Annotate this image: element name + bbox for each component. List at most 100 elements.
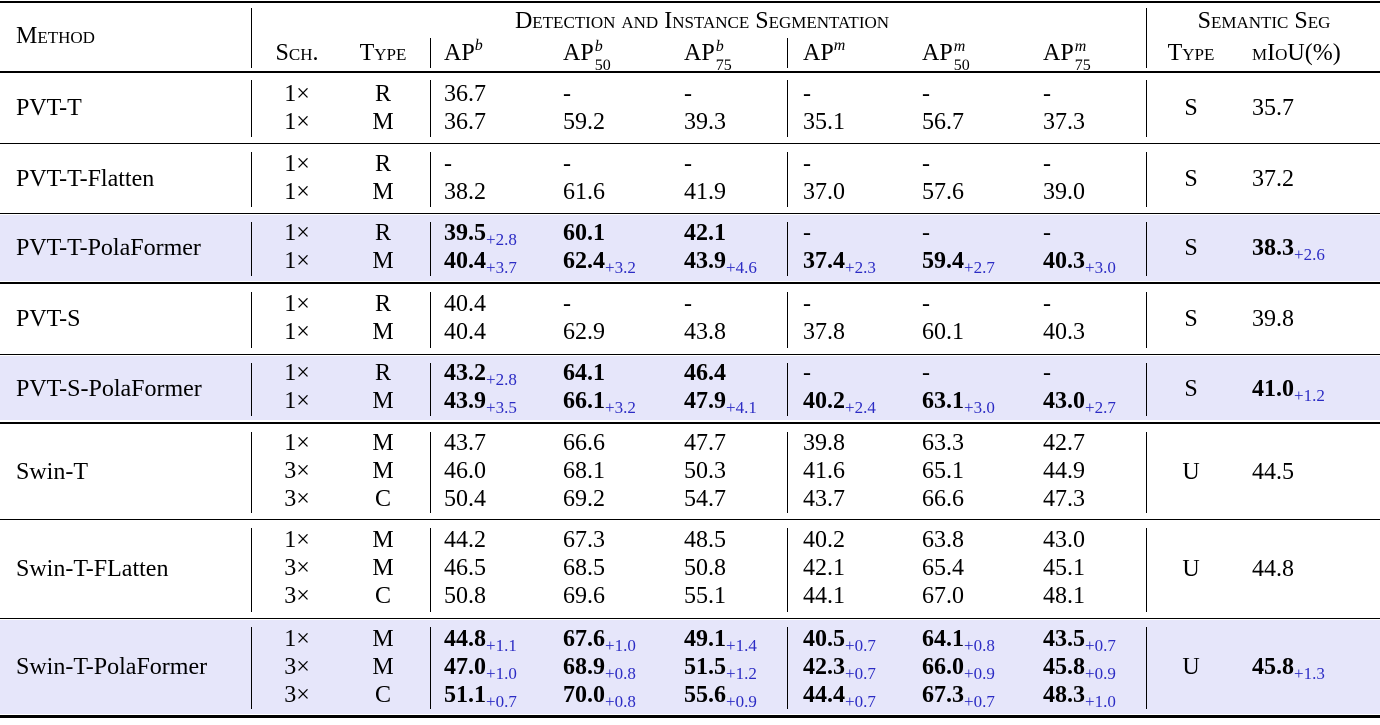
method-name: PVT-S bbox=[16, 306, 81, 332]
value-number: - bbox=[803, 291, 811, 317]
value-cell: 42.3+0.7 bbox=[803, 653, 876, 683]
value-cell: 65.1 bbox=[922, 457, 964, 485]
value-cell: 43.0 bbox=[1043, 526, 1085, 554]
schedule-cell: 1× bbox=[284, 360, 310, 386]
value-delta: +0.9 bbox=[964, 664, 995, 683]
value-number: 44.4 bbox=[803, 682, 845, 708]
value-cell: 46.4 bbox=[684, 359, 726, 387]
column-separator bbox=[1146, 292, 1147, 348]
schedule-cell: 3× bbox=[284, 486, 310, 512]
header-method: Method bbox=[16, 23, 95, 49]
value-delta: +1.4 bbox=[726, 636, 757, 655]
schedule-cell: 3× bbox=[284, 555, 310, 581]
sem-type-cell: S bbox=[1184, 235, 1198, 261]
value-number: 54.7 bbox=[684, 486, 726, 512]
value-number: 60.1 bbox=[563, 220, 605, 246]
value-delta: +3.2 bbox=[605, 258, 636, 277]
miou-cell: 37.2 bbox=[1252, 165, 1294, 193]
sem-type-cell: S bbox=[1184, 375, 1198, 402]
value-delta: +0.7 bbox=[964, 692, 995, 711]
column-separator bbox=[251, 627, 252, 709]
value-cell: 37.3 bbox=[1043, 108, 1085, 136]
value-number: - bbox=[922, 151, 930, 177]
value-cell: 64.1 bbox=[563, 359, 605, 387]
value-number: 43.8 bbox=[684, 319, 726, 345]
type-cell: M bbox=[372, 388, 394, 414]
row-rule bbox=[0, 354, 1380, 355]
value-number: 40.4 bbox=[444, 319, 486, 345]
value-number: 66.1 bbox=[563, 388, 605, 414]
miou-cell: 38.3+2.6 bbox=[1252, 234, 1325, 264]
header-ap-b-50: AP b 50 bbox=[563, 38, 611, 74]
type-cell: R bbox=[374, 220, 391, 246]
type-cell: M bbox=[372, 109, 394, 135]
schedule-cell: 1× bbox=[284, 319, 310, 345]
value-number: 55.6 bbox=[684, 682, 726, 708]
value-delta: +2.3 bbox=[845, 258, 876, 277]
value-cell: 38.2 bbox=[444, 178, 486, 206]
header-semantic-group: Semantic Seg bbox=[1197, 8, 1331, 34]
value-number: - bbox=[803, 360, 811, 386]
value-cell: 67.6+1.0 bbox=[563, 625, 636, 655]
header-ap-m-75: AP m 75 bbox=[1043, 38, 1091, 74]
sem-type-cell: U bbox=[1182, 458, 1200, 485]
value-cell: 67.3+0.7 bbox=[922, 681, 995, 711]
method-name: PVT-T bbox=[16, 94, 82, 121]
value-cell: - bbox=[563, 150, 571, 178]
value-number: 43.0 bbox=[1043, 388, 1085, 414]
value-number: 46.5 bbox=[444, 555, 486, 581]
value-cell: 39.8 bbox=[803, 429, 845, 457]
value-cell: 51.5+1.2 bbox=[684, 653, 757, 683]
value-cell: - bbox=[803, 150, 811, 178]
value-number: 36.7 bbox=[444, 81, 486, 107]
column-separator bbox=[1146, 432, 1147, 513]
column-separator bbox=[787, 222, 788, 276]
schedule-cell: 3× bbox=[284, 583, 310, 609]
value-cell: - bbox=[563, 80, 571, 108]
header-schedule: Sch. bbox=[275, 40, 319, 66]
column-separator bbox=[251, 292, 252, 348]
miou-number: 44.5 bbox=[1252, 458, 1294, 485]
sem-type-cell: U bbox=[1182, 654, 1200, 680]
column-separator bbox=[251, 432, 252, 513]
miou-number: 37.2 bbox=[1252, 165, 1294, 192]
value-number: 48.5 bbox=[684, 527, 726, 553]
value-cell: - bbox=[563, 290, 571, 318]
column-separator bbox=[787, 292, 788, 348]
miou-delta: +2.6 bbox=[1294, 245, 1325, 264]
value-cell: 70.0+0.8 bbox=[563, 681, 636, 711]
value-number: - bbox=[803, 151, 811, 177]
header-separator bbox=[430, 38, 431, 68]
value-cell: 40.3 bbox=[1043, 318, 1085, 346]
value-cell: 48.3+1.0 bbox=[1043, 681, 1116, 711]
value-number: 63.1 bbox=[922, 388, 964, 414]
value-number: - bbox=[1043, 151, 1051, 177]
value-cell: - bbox=[1043, 219, 1051, 247]
value-number: 43.7 bbox=[444, 430, 486, 456]
value-cell: - bbox=[922, 80, 930, 108]
value-cell: 40.2 bbox=[803, 526, 845, 554]
value-cell: 40.4+3.7 bbox=[444, 247, 517, 277]
value-cell: 48.1 bbox=[1043, 582, 1085, 610]
value-number: - bbox=[1043, 360, 1051, 386]
header-separator bbox=[787, 38, 788, 68]
value-cell: 46.5 bbox=[444, 554, 486, 582]
value-delta: +3.5 bbox=[486, 398, 517, 417]
value-cell: 69.2 bbox=[563, 485, 605, 513]
value-number: 40.3 bbox=[1043, 248, 1085, 274]
value-cell: 62.4+3.2 bbox=[563, 247, 636, 277]
column-separator bbox=[430, 152, 431, 207]
value-number: 37.0 bbox=[803, 179, 845, 205]
column-separator bbox=[251, 528, 252, 612]
value-delta: +1.2 bbox=[726, 664, 757, 683]
column-separator bbox=[787, 152, 788, 207]
row-rule bbox=[0, 519, 1380, 520]
value-delta: +3.7 bbox=[486, 258, 517, 277]
schedule-cell: 1× bbox=[284, 81, 310, 107]
value-cell: - bbox=[684, 80, 692, 108]
value-cell: 50.8 bbox=[444, 582, 486, 610]
value-delta: +2.7 bbox=[1085, 398, 1116, 417]
highlight-band bbox=[0, 215, 1380, 281]
value-cell: 40.2+2.4 bbox=[803, 387, 876, 417]
miou-cell: 35.7 bbox=[1252, 94, 1294, 122]
